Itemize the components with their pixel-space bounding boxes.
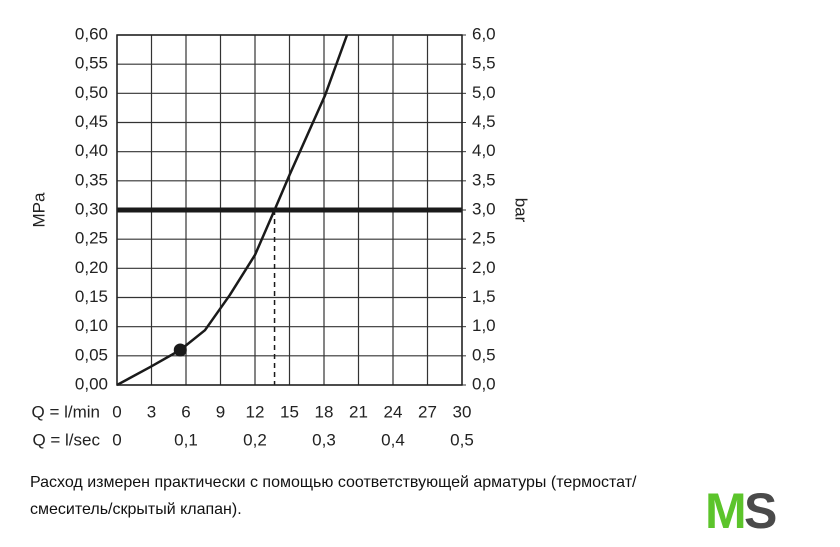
y2-tick-label: 2,0	[472, 258, 496, 277]
x-tick-label: 27	[418, 402, 437, 421]
y2-tick-label: 1,5	[472, 287, 496, 306]
x2-axis-label: Q = l/sec	[32, 430, 100, 449]
y-tick-label: 0,35	[75, 170, 108, 189]
y-tick-label: 0,60	[75, 24, 108, 43]
logo: M	[705, 483, 747, 539]
y-tick-label: 0,45	[75, 112, 108, 131]
x2-tick-label: 0,5	[450, 430, 474, 449]
x-tick-label: 9	[216, 402, 225, 421]
logo: S	[744, 483, 777, 539]
y2-axis-label: bar	[512, 198, 531, 223]
y2-tick-label: 3,0	[472, 199, 496, 218]
y-tick-label: 0,30	[75, 199, 108, 218]
y2-tick-label: 1,0	[472, 316, 496, 335]
y-tick-label: 0,40	[75, 141, 108, 160]
y-tick-label: 0,25	[75, 229, 108, 248]
x-axis-label: Q = l/min	[32, 402, 101, 421]
plot-frame	[116, 34, 463, 386]
y-tick-label: 0,20	[75, 258, 108, 277]
y2-tick-label: 2,5	[472, 229, 496, 248]
marker-point	[173, 343, 187, 357]
x2-tick-label: 0,4	[381, 430, 405, 449]
y2-tick-label: 4,0	[472, 141, 496, 160]
y-tick-label: 0,00	[75, 374, 108, 393]
y-axis-label: MPa	[29, 192, 48, 228]
y-tick-label: 0,50	[75, 83, 108, 102]
y-tick-label: 0,10	[75, 316, 108, 335]
y2-tick-label: 5,5	[472, 54, 496, 73]
y2-tick-label: 6,0	[472, 24, 496, 43]
x-tick-label: 30	[453, 402, 472, 421]
x2-tick-label: 0,1	[174, 430, 198, 449]
x2-tick-label: 0,2	[243, 430, 267, 449]
curve	[116, 34, 349, 387]
x-tick-label: 12	[246, 402, 265, 421]
x-tick-label: 15	[280, 402, 299, 421]
y-tick-label: 0,15	[75, 287, 108, 306]
y2-tick-label: 5,0	[472, 83, 496, 102]
x2-tick-label: 0	[112, 430, 121, 449]
y2-tick-label: 0,5	[472, 345, 496, 364]
caption: Расход измерен практически с помощью соо…	[30, 474, 637, 491]
x-tick-label: 3	[147, 402, 156, 421]
y-tick-label: 0,05	[75, 345, 108, 364]
x-tick-label: 18	[315, 402, 334, 421]
y-tick-label: 0,55	[75, 54, 108, 73]
caption: смеситель/скрытый клапан).	[30, 501, 242, 518]
y2-tick-label: 0,0	[472, 374, 496, 393]
x-tick-label: 6	[181, 402, 190, 421]
x2-tick-label: 0,3	[312, 430, 336, 449]
x-tick-label: 21	[349, 402, 368, 421]
y2-tick-label: 4,5	[472, 112, 496, 131]
x-tick-label: 24	[384, 402, 403, 421]
y2-tick-label: 3,5	[472, 170, 496, 189]
x-tick-label: 0	[112, 402, 121, 421]
